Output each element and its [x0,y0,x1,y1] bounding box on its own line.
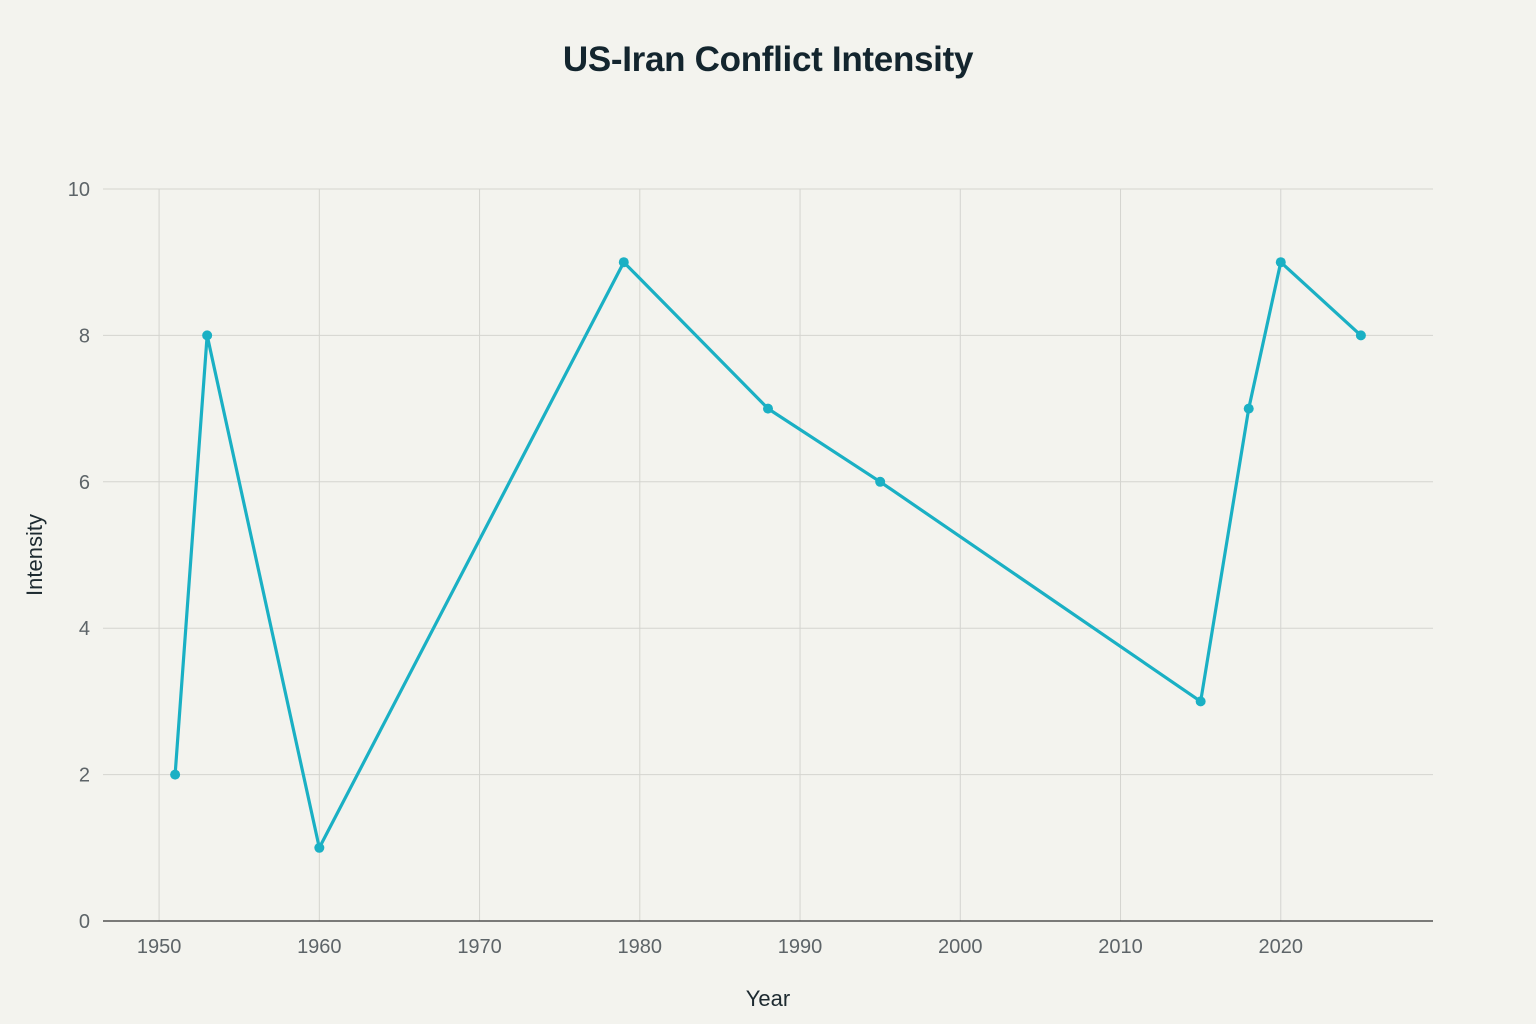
data-point[interactable] [1195,696,1206,707]
x-tick-label: 2020 [1259,936,1304,958]
data-point[interactable] [170,769,181,780]
data-point[interactable] [202,330,213,341]
data-point[interactable] [1243,403,1254,414]
x-grid-lines [158,189,1282,921]
y-tick-label: 0 [79,911,90,933]
x-tick-label: 1950 [137,936,182,958]
x-tick-label: 1960 [297,936,342,958]
y-tick-label: 2 [79,765,90,787]
y-tick-label: 6 [79,472,90,494]
data-point[interactable] [763,403,773,414]
x-tick-label: 1970 [457,936,502,958]
x-axis-title: Year [746,986,790,1011]
series-layer [170,257,1366,853]
y-grid-lines [103,188,1433,776]
y-tick-labels: 0 2 4 6 8 10 [68,179,90,933]
y-tick-label: 4 [79,618,90,640]
chart-title: US-Iran Conflict Intensity [562,40,974,79]
y-tick-label: 8 [79,325,90,347]
y-tick-label: 10 [68,179,90,201]
x-tick-label: 2010 [1098,936,1143,958]
x-tick-label: 2000 [938,936,983,958]
y-axis-title: Intensity [22,514,47,596]
data-point[interactable] [618,257,629,268]
data-point[interactable] [314,842,325,853]
series-line [173,260,1362,850]
data-point[interactable] [1355,330,1366,341]
x-tick-labels: 1950 1960 1970 1980 1990 2000 2010 2020 [137,936,1303,958]
x-tick-label: 1980 [618,936,663,958]
data-point[interactable] [875,476,886,487]
data-point[interactable] [1275,257,1286,268]
x-tick-label: 1990 [778,936,823,958]
